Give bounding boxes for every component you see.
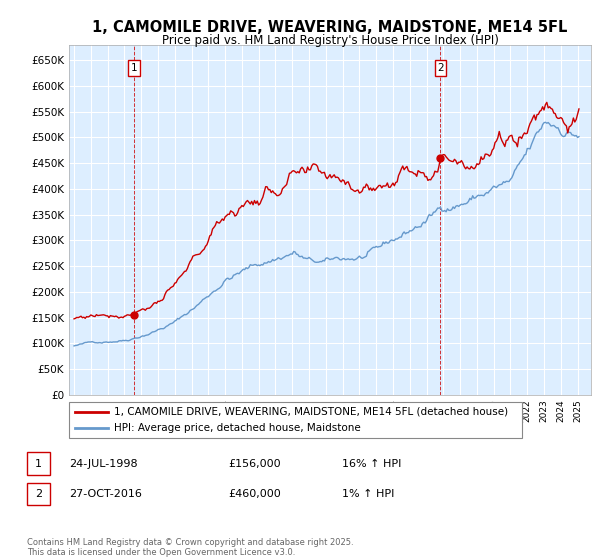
Text: 24-JUL-1998: 24-JUL-1998 [69, 459, 137, 469]
Text: 2: 2 [437, 63, 444, 73]
Text: Contains HM Land Registry data © Crown copyright and database right 2025.
This d: Contains HM Land Registry data © Crown c… [27, 538, 353, 557]
Text: 1, CAMOMILE DRIVE, WEAVERING, MAIDSTONE, ME14 5FL (detached house): 1, CAMOMILE DRIVE, WEAVERING, MAIDSTONE,… [114, 407, 508, 417]
Text: 27-OCT-2016: 27-OCT-2016 [69, 489, 142, 499]
Text: 1: 1 [130, 63, 137, 73]
Text: Price paid vs. HM Land Registry's House Price Index (HPI): Price paid vs. HM Land Registry's House … [161, 34, 499, 46]
Text: 1: 1 [35, 459, 42, 469]
Text: £156,000: £156,000 [228, 459, 281, 469]
Text: 2: 2 [35, 489, 42, 499]
Text: 16% ↑ HPI: 16% ↑ HPI [342, 459, 401, 469]
Text: £460,000: £460,000 [228, 489, 281, 499]
Text: 1, CAMOMILE DRIVE, WEAVERING, MAIDSTONE, ME14 5FL: 1, CAMOMILE DRIVE, WEAVERING, MAIDSTONE,… [92, 20, 568, 35]
Text: 1% ↑ HPI: 1% ↑ HPI [342, 489, 394, 499]
Text: HPI: Average price, detached house, Maidstone: HPI: Average price, detached house, Maid… [114, 423, 361, 433]
